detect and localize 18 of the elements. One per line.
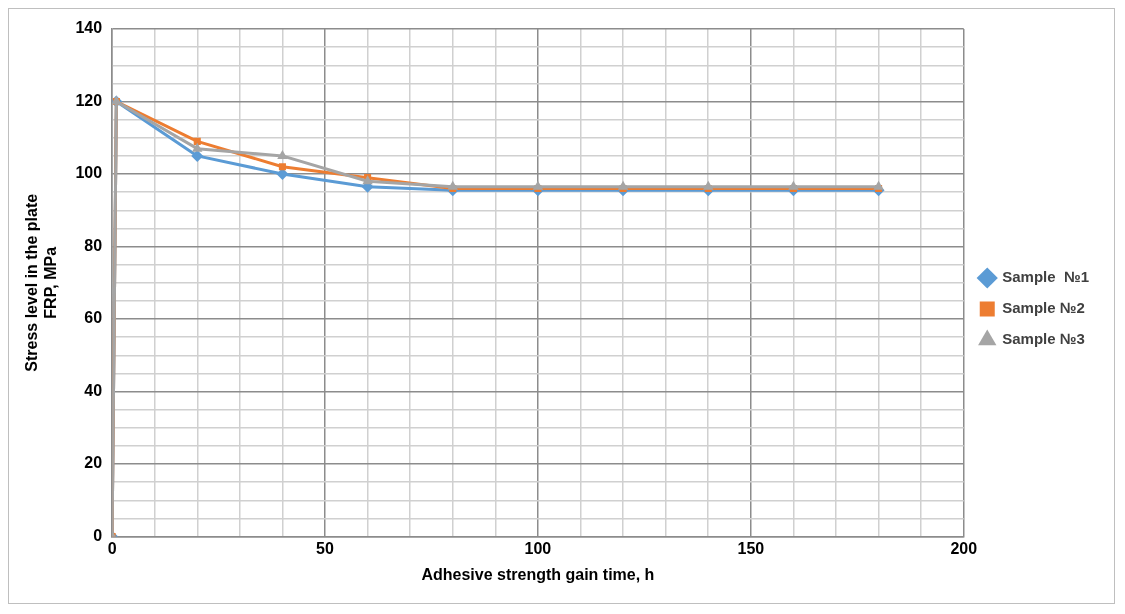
x-axis-title: Adhesive strength gain time, h: [421, 565, 655, 583]
legend-label: Sample №1: [1002, 268, 1090, 286]
x-tick-label: 200: [950, 539, 978, 557]
x-tick-label: 100: [524, 539, 552, 557]
legend-label: Sample №3: [1002, 330, 1085, 348]
y-tick-label: 140: [75, 19, 103, 37]
y-tick-label: 40: [84, 381, 103, 399]
x-tick-label: 50: [316, 539, 335, 557]
y-tick-label: 100: [75, 164, 103, 182]
y-tick-label: 0: [93, 527, 103, 545]
y-tick-label: 120: [75, 91, 103, 109]
y-axis-title: Stress level in the plate FRP, MPa: [23, 193, 60, 372]
x-tick-label: 0: [107, 539, 117, 557]
y-tick-label: 80: [84, 236, 103, 254]
y-tick-label: 20: [84, 454, 103, 472]
legend-label: Sample №2: [1002, 299, 1085, 317]
x-tick-label: 150: [737, 539, 765, 557]
y-tick-label: 60: [84, 309, 103, 327]
